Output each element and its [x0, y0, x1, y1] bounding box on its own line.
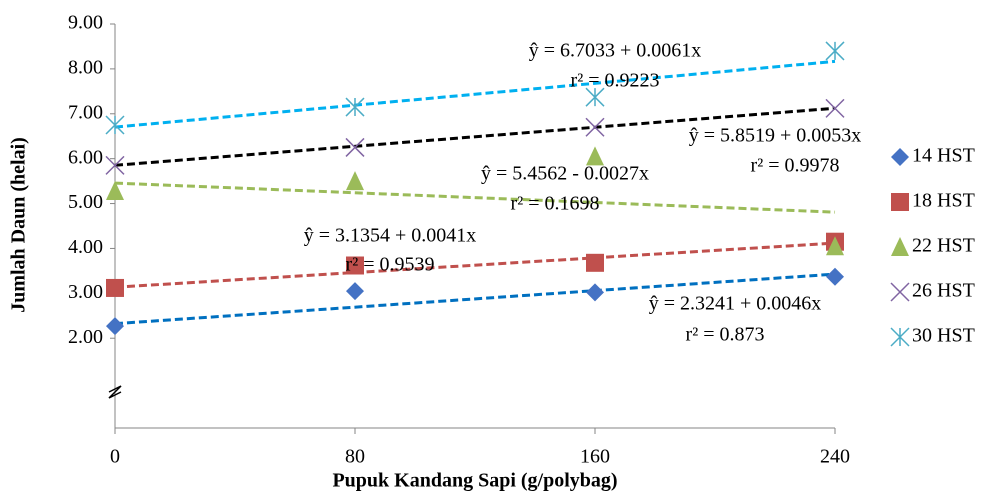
- data-point: [106, 278, 124, 297]
- legend-label: 30 HST: [912, 325, 975, 347]
- legend-label: 14 HST: [912, 145, 975, 167]
- trendline: [114, 181, 836, 214]
- trendline-equation: ŷ = 3.1354 + 0.0041x: [304, 225, 477, 247]
- y-tick-label: 3.00: [68, 281, 103, 303]
- trendline-equation: ŷ = 5.4562 - 0.0027x: [481, 163, 649, 185]
- trendline-equation: ŷ = 5.8519 + 0.0053x: [689, 125, 862, 147]
- data-point: [826, 236, 844, 256]
- trendline: [114, 241, 836, 289]
- data-point: [105, 155, 125, 175]
- axis-break: [108, 385, 122, 399]
- legend-marker: [890, 327, 910, 347]
- trendline-r2: r² = 0.9539: [346, 254, 435, 276]
- data-point: [106, 180, 124, 200]
- y-tick-label: 9.00: [68, 12, 103, 34]
- legend-marker: [891, 193, 909, 211]
- x-tick-label: 160: [580, 446, 610, 468]
- x-tick-label: 240: [820, 446, 850, 468]
- x-tick-label: 0: [110, 446, 120, 468]
- data-point: [345, 137, 365, 157]
- data-point: [346, 256, 364, 275]
- y-tick-label: 4.00: [68, 236, 103, 258]
- x-axis-title: Pupuk Kandang Sapi (g/polybag): [332, 470, 617, 492]
- trendline-equation: ŷ = 6.7033 + 0.0061x: [529, 40, 702, 62]
- trendline-r2: r² = 0.1698: [511, 193, 600, 215]
- trendline: [114, 106, 836, 167]
- legend-label: 22 HST: [912, 235, 975, 257]
- data-point: [586, 283, 604, 302]
- legend-label: 26 HST: [912, 280, 975, 302]
- trendline-equation: ŷ = 2.3241 + 0.0046x: [649, 293, 822, 315]
- data-point: [586, 253, 604, 272]
- y-axis-title: Jumlah Daun (helai): [8, 137, 30, 313]
- trendline-r2: r² = 0.9978: [751, 155, 840, 177]
- trendline: [114, 59, 836, 129]
- data-point: [586, 146, 604, 166]
- trendline-r2: r² = 0.873: [686, 324, 765, 346]
- y-tick-label: 2.00: [68, 326, 103, 348]
- data-point: [826, 267, 844, 286]
- data-point: [825, 41, 845, 61]
- y-tick-label: 8.00: [68, 56, 103, 78]
- legend-marker: [890, 282, 910, 302]
- legend-marker: [891, 237, 909, 256]
- data-point: [346, 282, 364, 301]
- trendline: [114, 272, 836, 326]
- trendline-r2: r² = 0.9223: [571, 70, 660, 92]
- y-tick-label: 5.00: [68, 191, 103, 213]
- data-point: [345, 97, 365, 117]
- data-point: [825, 98, 845, 118]
- legend-label: 18 HST: [912, 190, 975, 212]
- data-point: [105, 115, 125, 135]
- data-point: [346, 171, 364, 191]
- y-tick-label: 6.00: [68, 146, 103, 168]
- y-tick-label: 7.00: [68, 101, 103, 123]
- data-point: [106, 317, 124, 336]
- data-point: [585, 117, 605, 137]
- x-tick-label: 80: [345, 446, 365, 468]
- legend-marker: [891, 148, 909, 166]
- data-point: [585, 87, 605, 107]
